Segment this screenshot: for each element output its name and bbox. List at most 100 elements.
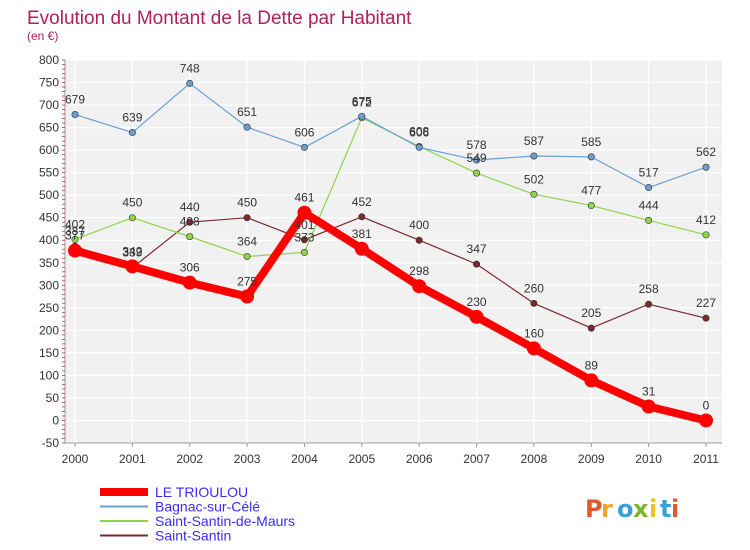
data-point: [128, 129, 136, 137]
data-label: 748: [180, 61, 200, 75]
brand-letter: r: [601, 495, 613, 523]
data-point: [243, 214, 251, 222]
data-label: 450: [122, 196, 142, 210]
x-tick-label: 2010: [635, 452, 662, 466]
data-point: [473, 260, 481, 268]
y-tick-label: 800: [39, 53, 59, 67]
y-tick-label: 700: [39, 98, 59, 112]
data-label: 275: [237, 275, 257, 289]
brand-letter: o: [617, 495, 634, 523]
data-point: [645, 184, 653, 192]
y-tick-label: 0: [52, 413, 59, 427]
x-tick-label: 2003: [234, 452, 261, 466]
data-label: 387: [65, 224, 85, 238]
data-point: [530, 299, 538, 307]
data-point: [243, 123, 251, 131]
y-tick-label: 500: [39, 188, 59, 202]
series-line-3: [74, 216, 707, 329]
legend-label: Bagnac-sur-Célé: [155, 499, 260, 515]
data-label: 502: [524, 172, 544, 186]
data-label: 298: [409, 264, 429, 278]
y-tick-label: 300: [39, 278, 59, 292]
data-point: [186, 79, 194, 87]
data-label: 31: [642, 385, 656, 399]
x-tick-label: 2009: [578, 452, 605, 466]
brand-letter: t: [660, 495, 671, 523]
data-point: [702, 231, 710, 239]
data-label: 672: [352, 96, 372, 110]
brand-letter: i: [671, 495, 679, 523]
legend-label: Saint-Santin: [155, 528, 231, 544]
data-label: 258: [639, 282, 659, 296]
x-tick-label: 2004: [291, 452, 318, 466]
x-tick-label: 2006: [406, 452, 433, 466]
data-point: [297, 205, 312, 220]
data-point: [125, 259, 140, 274]
brand-letter: x: [633, 495, 649, 523]
brand-letter: P: [585, 495, 603, 523]
data-point: [128, 214, 136, 222]
data-point: [641, 399, 656, 414]
chart-unit: (en €): [27, 29, 58, 43]
chart-title: Evolution du Montant de la Dette par Hab…: [27, 8, 412, 29]
data-label: 89: [585, 358, 599, 372]
data-point: [530, 190, 538, 198]
data-label: 675: [352, 94, 372, 108]
brand-letter: i: [649, 495, 657, 523]
plot-area: [65, 60, 722, 443]
data-label: 517: [639, 166, 659, 180]
data-label: 679: [65, 93, 85, 107]
data-point: [584, 373, 599, 388]
y-tick-label: 250: [39, 301, 59, 315]
legend-label: LE TRIOULOU: [155, 484, 248, 500]
x-tick-label: 2001: [119, 452, 146, 466]
data-label: 260: [524, 281, 544, 295]
series-line-0: [71, 208, 710, 425]
x-tick-label: 2005: [348, 452, 375, 466]
data-label: 205: [581, 306, 601, 320]
data-point: [526, 341, 541, 356]
y-tick-label: 50: [46, 391, 60, 405]
x-tick-label: 2002: [176, 452, 203, 466]
legend-label: Saint-Santin-de-Maurs: [155, 513, 295, 529]
data-label: 381: [352, 227, 372, 241]
data-label: 306: [180, 261, 200, 275]
y-tick-label: -50: [42, 436, 60, 450]
data-point: [587, 202, 595, 210]
data-point: [645, 216, 653, 224]
data-label: 639: [122, 111, 142, 125]
data-label: 402: [65, 217, 85, 231]
data-label: 651: [237, 105, 257, 119]
data-point: [354, 241, 369, 256]
data-point: [358, 213, 366, 221]
data-point: [530, 152, 538, 160]
data-point: [300, 143, 308, 151]
y-tick-label: 100: [39, 368, 59, 382]
data-label: 0: [703, 398, 710, 412]
y-tick-label: 650: [39, 121, 59, 135]
data-label: 549: [467, 151, 487, 165]
y-tick-label: 600: [39, 143, 59, 157]
x-tick-label: 2008: [521, 452, 548, 466]
data-point: [412, 279, 427, 294]
data-label: 452: [352, 195, 372, 209]
data-point: [699, 413, 713, 428]
data-label: 585: [581, 135, 601, 149]
data-point: [473, 169, 481, 177]
data-point: [186, 233, 194, 241]
data-label: 342: [122, 244, 142, 258]
x-tick-label: 2011: [693, 452, 719, 466]
data-label: 373: [294, 230, 314, 244]
data-label: 562: [696, 145, 716, 159]
data-label: 412: [696, 213, 716, 227]
series-line-1: [74, 82, 707, 189]
data-label: 578: [467, 138, 487, 152]
data-label: 608: [409, 125, 429, 139]
data-point: [243, 252, 251, 260]
data-label: 477: [581, 184, 601, 198]
x-tick-label: 2007: [463, 452, 490, 466]
y-tick-label: 750: [39, 76, 59, 90]
data-point: [186, 218, 194, 226]
